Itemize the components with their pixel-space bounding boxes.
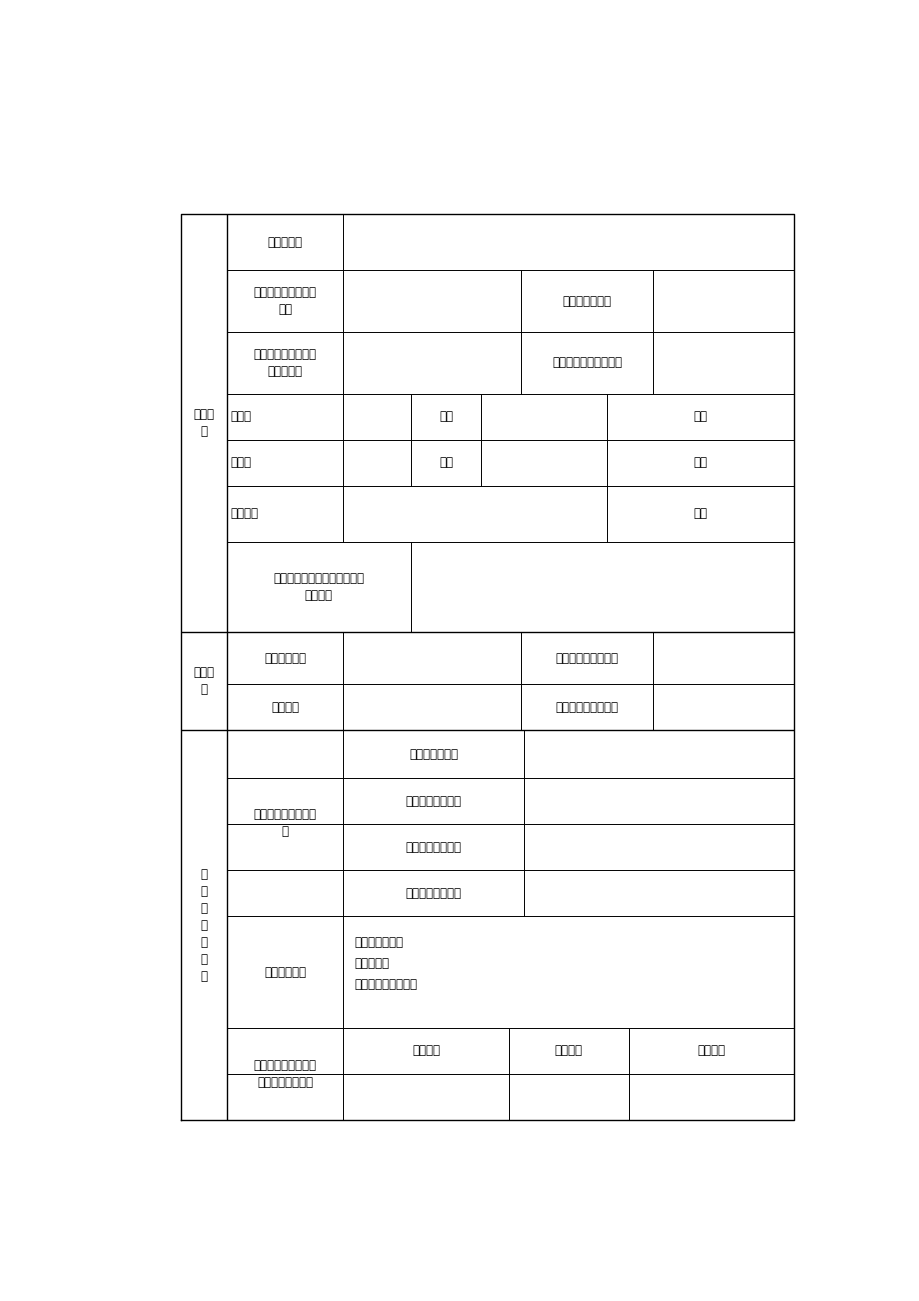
Text: 应用新装备（套）: 应用新装备（套） [405,887,461,900]
Text: 立项部门: 立项部门 [697,1045,725,1058]
Text: 坐机: 坐机 [438,457,453,470]
Text: 坐机: 坐机 [438,410,453,423]
Text: 产业科技示范基地情
况: 产业科技示范基地情 况 [253,808,316,838]
Text: 通信地址: 通信地址 [230,507,258,520]
Text: 示范新品种（个）: 示范新品种（个） [405,795,461,808]
Text: 户籍人口（人）: 户籍人口（人） [562,294,611,307]
Text: 产业情
况: 产业情 况 [193,666,214,696]
Text: 上年度产值（万元）: 上年度产值（万元） [555,701,618,714]
Text: 推广新技术（项）: 推广新技术（项） [405,840,461,853]
Text: 农民人均纯收入（元）: 农民人均纯收入（元） [551,356,621,369]
Text: 负责人: 负责人 [230,410,251,423]
Text: 近三年实施县（市、
区）以上科技项目: 近三年实施县（市、 区）以上科技项目 [253,1059,316,1089]
Text: 特色优势产业: 特色优势产业 [264,652,306,665]
Text: 手机: 手机 [693,410,707,423]
Text: 院所合作情况: 院所合作情况 [264,965,306,978]
Text: 近三年获得县（市、区）以上
荣誉称号: 近三年获得县（市、区）以上 荣誉称号 [273,572,364,602]
Text: 基地规模（亩）: 基地规模（亩） [409,748,458,761]
Text: 立项年度: 立项年度 [554,1045,583,1058]
Text: 联系人: 联系人 [230,457,251,470]
Text: 科研机构名称：
合作内容：
科技合作协议情况：: 科研机构名称： 合作内容： 科技合作协议情况： [354,937,416,991]
Text: 手机: 手机 [693,457,707,470]
Text: 上年度农村经济总收
入（万元）: 上年度农村经济总收 入（万元） [253,347,316,377]
Text: 技
础
情
况
科
基
情: 技 础 情 况 科 基 情 [200,868,207,982]
Text: 项目名称: 项目名称 [412,1045,439,1058]
Text: 其他产业: 其他产业 [271,701,299,714]
Text: 邮编: 邮编 [693,507,707,520]
Text: 基本情
况: 基本情 况 [193,409,214,438]
Text: 行政村面积（平方公
里）: 行政村面积（平方公 里） [253,286,316,316]
Text: 行政村名称: 行政村名称 [267,235,302,248]
Text: 上年度产值（万元）: 上年度产值（万元） [555,652,618,665]
